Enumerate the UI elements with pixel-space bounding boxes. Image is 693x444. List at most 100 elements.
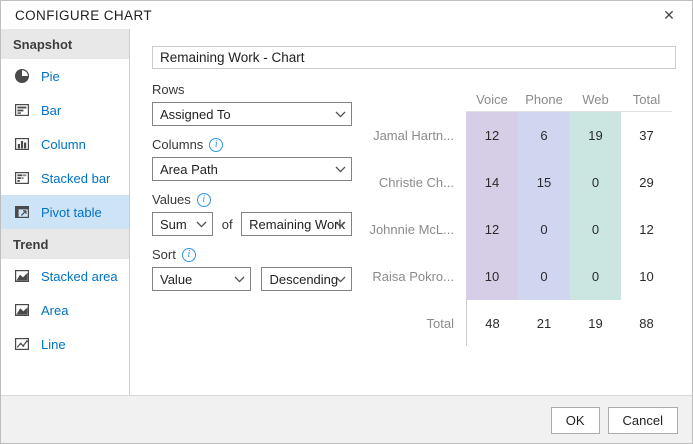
column-chart-icon <box>14 136 30 152</box>
values-row: Sum of Remaining Work <box>152 212 352 236</box>
stacked-bar-icon <box>14 170 30 186</box>
rows-dropdown-value: Assigned To <box>160 106 231 122</box>
aggregation-dropdown[interactable]: Sum <box>152 212 214 236</box>
sidebar-item-label: Pie <box>41 68 60 84</box>
rows-dropdown[interactable]: Assigned To <box>152 102 352 126</box>
line-chart-icon <box>14 336 30 352</box>
pivot-value-cell: 12 <box>466 112 518 159</box>
sort-by-dropdown[interactable]: Value <box>152 267 252 291</box>
rows-label: Rows <box>152 82 185 97</box>
dialog-title: CONFIGURE CHART <box>15 7 153 23</box>
chevron-down-icon <box>335 166 346 173</box>
pivot-value-cell: 37 <box>639 128 654 143</box>
stacked-area-icon <box>14 268 30 284</box>
pivot-value-cell: 0 <box>570 206 621 253</box>
info-icon[interactable]: i <box>209 137 224 152</box>
chevron-down-icon <box>335 111 346 118</box>
chevron-down-icon <box>235 276 245 283</box>
cancel-button[interactable]: Cancel <box>607 407 678 434</box>
pivot-total-value: 21 <box>536 315 552 331</box>
pivot-total-value: 19 <box>588 315 603 331</box>
pivot-column-header: Phone <box>518 87 570 112</box>
pivot-table-icon <box>14 204 30 220</box>
sidebar-item-label: Area <box>41 302 69 318</box>
pivot-value-cell: 10 <box>639 269 654 284</box>
sidebar-item-bar[interactable]: Bar <box>1 93 129 127</box>
area-chart-icon <box>14 302 30 318</box>
pivot-value-cell: 10 <box>466 253 518 300</box>
sort-label-row: Sort i <box>152 247 352 262</box>
columns-dropdown[interactable]: Area Path <box>152 157 352 181</box>
pivot-row-label: Raisa Pokro... <box>372 269 454 284</box>
pivot-value-cell: 15 <box>518 159 570 206</box>
pivot-row-label: Jamal Hartn... <box>373 128 454 143</box>
chart-type-sidebar: Snapshot Pie Bar Column Stacked bar Pivot tab… <box>1 29 130 395</box>
sidebar-item-pie[interactable]: Pie <box>1 59 129 93</box>
sidebar-item-pivot-table[interactable]: Pivot table <box>1 195 129 229</box>
sort-direction-dropdown[interactable]: Descending <box>261 267 352 291</box>
chart-name-input[interactable] <box>152 46 676 69</box>
pivot-row-label: Christie Ch... <box>378 175 454 190</box>
sidebar-section-snapshot: Snapshot <box>1 29 129 59</box>
info-icon[interactable]: i <box>181 247 196 262</box>
chevron-down-icon <box>335 276 346 283</box>
pivot-value-cell: 0 <box>570 159 621 206</box>
sort-row: Value Descending <box>152 267 352 291</box>
pivot-value-cell: 0 <box>518 253 570 300</box>
sidebar-item-column[interactable]: Column <box>1 127 129 161</box>
chevron-down-icon <box>335 221 346 228</box>
sidebar-item-stacked-area[interactable]: Stacked area <box>1 259 129 293</box>
pivot-total-label: Total <box>426 315 454 331</box>
sidebar-item-label: Column <box>41 136 86 152</box>
pivot-value-cell: 29 <box>639 175 654 190</box>
pivot-total-value: 48 <box>466 300 518 346</box>
info-icon[interactable]: i <box>196 192 211 207</box>
of-text: of <box>221 216 233 232</box>
pivot-column-header: Voice <box>466 87 518 112</box>
sidebar-item-label: Stacked bar <box>41 170 111 186</box>
pivot-row-label: Johnnie McL... <box>369 222 454 237</box>
sidebar-item-label: Stacked area <box>41 268 118 284</box>
sort-by-dropdown-value: Value <box>160 271 193 287</box>
sidebar-item-label: Pivot table <box>41 204 102 220</box>
sidebar-item-stacked-bar[interactable]: Stacked bar <box>1 161 129 195</box>
dialog-body: Snapshot Pie Bar Column Stacked bar Pivot tab… <box>1 29 692 395</box>
pivot-value-cell: 14 <box>466 159 518 206</box>
close-icon[interactable]: ✕ <box>658 4 680 26</box>
pivot-value-cell: 0 <box>570 253 621 300</box>
values-label-row: Values i <box>152 192 352 207</box>
value-field-dropdown[interactable]: Remaining Work <box>241 212 352 236</box>
pie-icon <box>14 68 30 84</box>
columns-label: Columns <box>152 137 204 152</box>
pivot-value-cell: 19 <box>570 112 621 159</box>
columns-dropdown-value: Area Path <box>160 161 218 177</box>
sidebar-item-line[interactable]: Line <box>1 327 129 361</box>
pivot-value-cell: 12 <box>639 222 654 237</box>
pivot-total-value: 88 <box>639 315 654 331</box>
aggregation-dropdown-value: Sum <box>160 216 187 232</box>
dialog-titlebar: CONFIGURE CHART ✕ <box>1 1 692 29</box>
pivot-value-cell: 0 <box>518 206 570 253</box>
pivot-corner-cell <box>370 87 466 112</box>
bar-chart-icon <box>14 102 30 118</box>
columns-label-row: Columns i <box>152 137 352 152</box>
rows-label-row: Rows <box>152 82 352 97</box>
pivot-value-cell: 6 <box>518 112 570 159</box>
sort-label: Sort <box>152 247 176 262</box>
sidebar-item-label: Line <box>41 336 66 352</box>
pivot-column-header: Web <box>570 87 621 112</box>
value-field-dropdown-value: Remaining Work <box>249 216 346 232</box>
chart-config-panel: Rows Assigned To Columns i Area Path Val… <box>130 29 692 395</box>
pivot-table-preview: Voice Phone Web Total Jamal Hartn... 12 6 19 37 C… <box>369 87 672 346</box>
pivot-settings-form: Rows Assigned To Columns i Area Path Val… <box>152 82 352 291</box>
sidebar-item-label: Bar <box>41 102 62 118</box>
values-label: Values <box>152 192 191 207</box>
sidebar-item-area[interactable]: Area <box>1 293 129 327</box>
pivot-column-header: Total <box>621 87 672 112</box>
dialog-footer: OK Cancel <box>1 395 692 443</box>
chevron-down-icon <box>196 221 207 228</box>
sidebar-section-trend: Trend <box>1 229 129 259</box>
pivot-value-cell: 12 <box>466 206 518 253</box>
ok-button[interactable]: OK <box>550 407 600 434</box>
